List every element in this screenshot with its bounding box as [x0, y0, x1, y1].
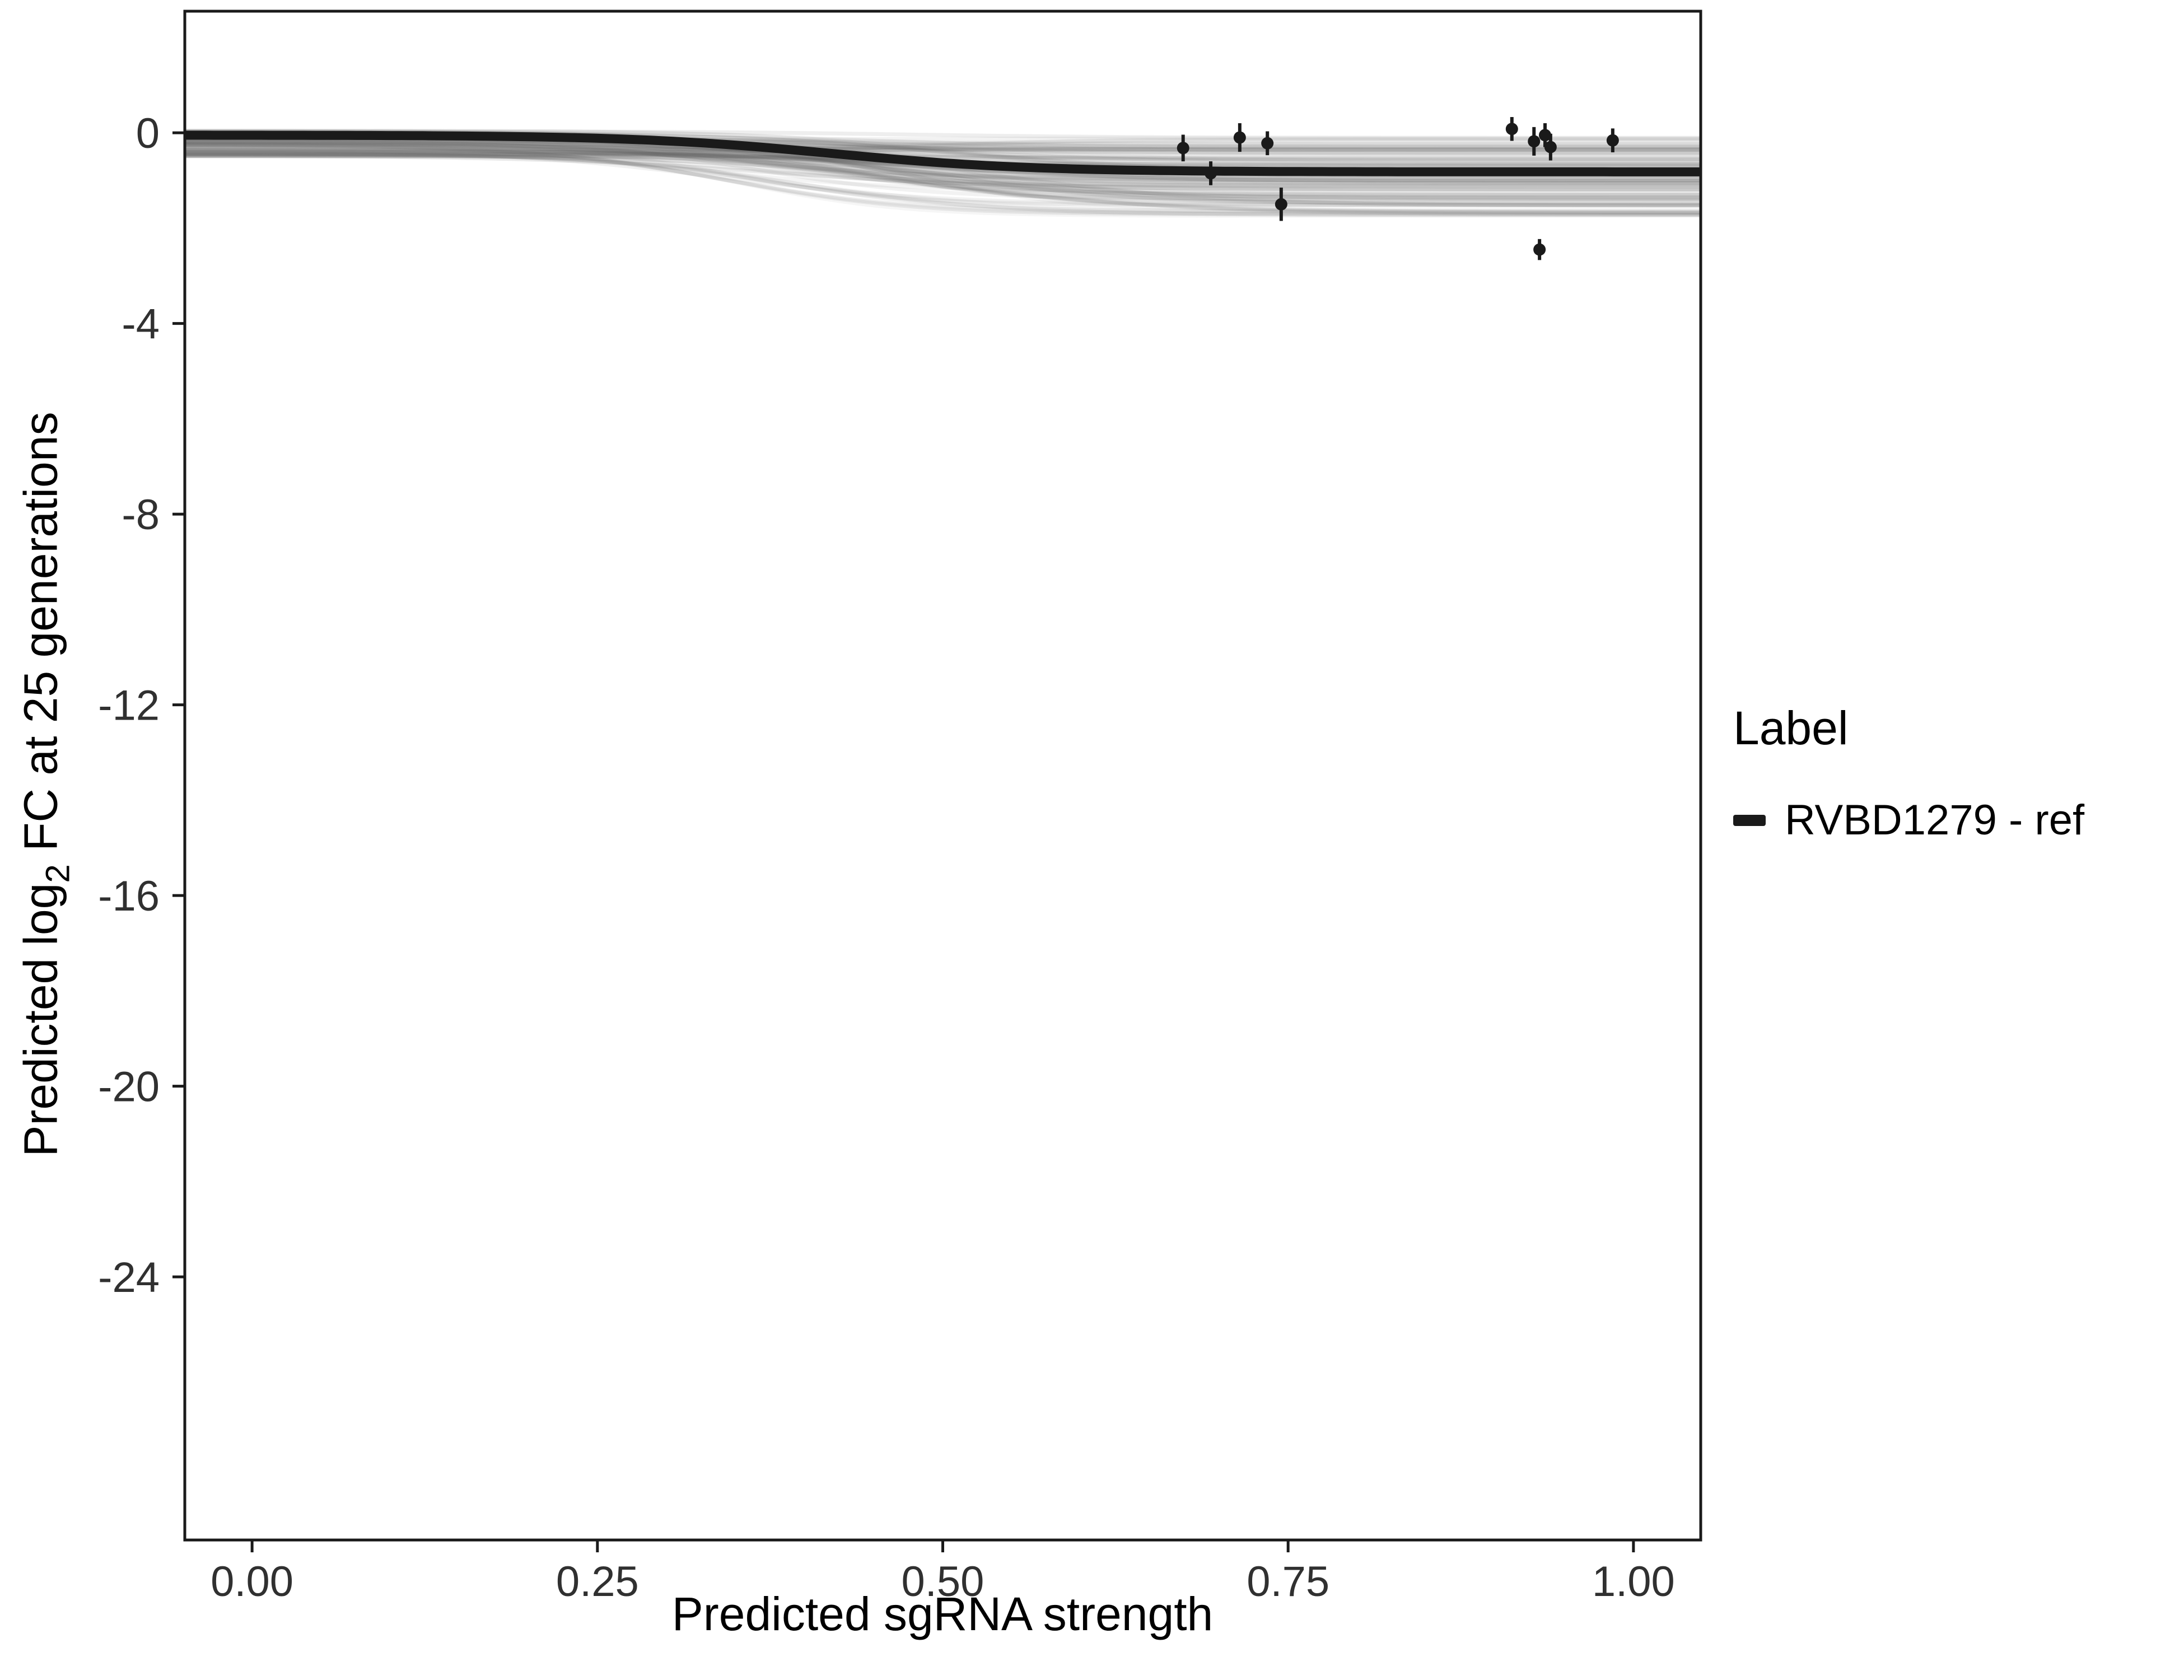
- posterior-sample-line: [185, 142, 1701, 215]
- posterior-sample-line: [185, 143, 1701, 206]
- y-tick-label: -16: [98, 872, 160, 920]
- legend-item: RVBD1279 - ref: [1733, 796, 2084, 844]
- fit-line: [185, 130, 1701, 176]
- y-tick-label: -12: [98, 682, 160, 730]
- y-tick-label: -8: [122, 491, 160, 539]
- posterior-sample-line: [185, 140, 1701, 181]
- posterior-sample-line: [185, 141, 1701, 207]
- posterior-sample-line: [185, 137, 1701, 156]
- x-tick-label: 0.50: [902, 1558, 984, 1606]
- y-axis-title-subscript: 2: [39, 864, 77, 883]
- posterior-sample-line: [185, 139, 1701, 156]
- posterior-sample-line: [185, 143, 1701, 151]
- posterior-sample-line: [185, 143, 1701, 216]
- data-point: [1177, 142, 1189, 155]
- data-point: [1261, 137, 1274, 150]
- x-tick-label: 0.75: [1247, 1558, 1329, 1606]
- posterior-sample-line: [185, 143, 1701, 192]
- x-tick-label: 1.00: [1592, 1558, 1675, 1606]
- data-point: [1606, 134, 1619, 147]
- posterior-sample-line: [185, 151, 1701, 218]
- posterior-sample-line: [185, 141, 1701, 197]
- posterior-sample-line: [185, 149, 1701, 188]
- legend-key-swatch: [1733, 814, 1766, 826]
- posterior-sample-line: [185, 154, 1701, 192]
- legend: Label RVBD1279 - ref: [1733, 701, 2084, 844]
- y-tick-label: 0: [136, 110, 160, 157]
- posterior-sample-line: [185, 144, 1701, 152]
- posterior-sample-line: [185, 139, 1701, 217]
- x-tick-label: 0.25: [556, 1558, 639, 1606]
- posterior-sample-line: [185, 153, 1701, 204]
- posterior-sample-line: [185, 144, 1701, 152]
- data-point: [1528, 135, 1541, 148]
- data-point: [1233, 131, 1246, 144]
- data-point: [1538, 129, 1551, 142]
- plot-layer: [185, 116, 1701, 260]
- posterior-sample-line: [185, 138, 1701, 150]
- posterior-sample-line: [185, 141, 1701, 153]
- posterior-sample-line: [185, 137, 1701, 201]
- posterior-sample-line: [185, 142, 1701, 183]
- posterior-sample-line: [185, 150, 1701, 189]
- posterior-sample-line: [185, 139, 1701, 152]
- posterior-sample-line: [185, 145, 1701, 217]
- y-tick-label: -20: [98, 1063, 160, 1111]
- posterior-sample-line: [185, 142, 1701, 215]
- x-tick-label: 0.00: [211, 1558, 293, 1606]
- posterior-sample-line: [185, 154, 1701, 160]
- legend-item-label: RVBD1279 - ref: [1785, 796, 2085, 844]
- data-point: [1275, 198, 1287, 211]
- posterior-sample-line: [185, 138, 1701, 199]
- y-axis-title-pre: Predicted: [14, 958, 67, 1157]
- posterior-sample-line: [185, 152, 1701, 217]
- posterior-sample-line: [185, 141, 1701, 164]
- posterior-sample-line: [185, 136, 1701, 144]
- posterior-sample-line: [185, 143, 1701, 185]
- posterior-sample-line: [185, 138, 1701, 147]
- y-axis-title: Predicted log2 FC at 25 generations: [13, 20, 86, 1549]
- posterior-sample-line: [185, 137, 1701, 200]
- y-tick-label: -4: [122, 301, 160, 348]
- legend-title: Label: [1733, 702, 1849, 754]
- posterior-sample-line: [185, 146, 1701, 202]
- y-axis-title-post: FC at 25 generations: [14, 412, 67, 865]
- posterior-sample-line: [185, 140, 1701, 155]
- data-point: [1205, 167, 1217, 180]
- data-point: [1533, 243, 1546, 256]
- posterior-sample-line: [185, 153, 1701, 189]
- y-axis-title-log: log: [14, 883, 67, 946]
- posterior-sample-line: [185, 148, 1701, 207]
- posterior-sample-line: [185, 152, 1701, 214]
- posterior-sample-line: [185, 146, 1701, 158]
- panel-border: [183, 10, 1702, 1542]
- posterior-sample-line: [185, 150, 1701, 205]
- posterior-sample-line: [185, 153, 1701, 201]
- posterior-sample-line: [185, 139, 1701, 199]
- data-point: [1505, 123, 1518, 136]
- posterior-sample-line: [185, 148, 1701, 208]
- posterior-sample-line: [185, 142, 1701, 188]
- posterior-sample-line: [185, 151, 1701, 193]
- data-point: [1544, 141, 1557, 153]
- posterior-sample-line: [185, 140, 1701, 180]
- posterior-sample-line: [185, 147, 1701, 154]
- posterior-sample-line: [185, 139, 1701, 161]
- x-axis-title: Predicted sgRNA strength: [671, 1588, 1214, 1640]
- y-tick-label: -24: [98, 1254, 160, 1301]
- posterior-sample-line: [185, 147, 1701, 152]
- posterior-sample-line: [185, 153, 1701, 197]
- posterior-sample-line: [185, 146, 1701, 156]
- posterior-sample-line: [185, 129, 1701, 140]
- posterior-sample-line: [185, 152, 1701, 207]
